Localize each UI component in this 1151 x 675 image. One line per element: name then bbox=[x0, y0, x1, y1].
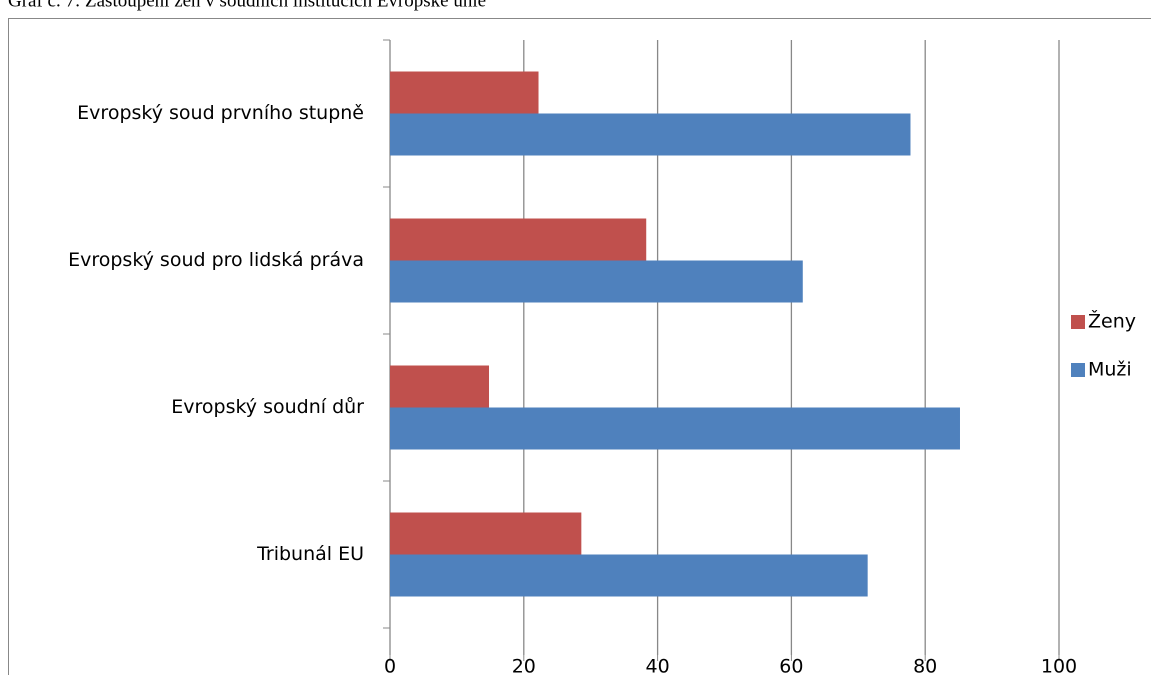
bar bbox=[390, 260, 803, 303]
bar bbox=[390, 407, 960, 450]
chart-frame bbox=[8, 18, 1151, 675]
bar bbox=[390, 218, 647, 261]
bar bbox=[390, 113, 911, 156]
legend-label: Muži bbox=[1088, 359, 1132, 381]
y-tick-label: Evropský soud pro lidská práva bbox=[68, 249, 364, 271]
x-tick-label: 40 bbox=[646, 656, 670, 675]
x-tick-label: 60 bbox=[779, 656, 803, 675]
x-tick-label: 100 bbox=[1041, 656, 1077, 675]
x-tick-label: 0 bbox=[384, 656, 396, 675]
y-tick-label: Tribunál EU bbox=[256, 543, 364, 565]
x-tick-label: 20 bbox=[512, 656, 536, 675]
bar bbox=[390, 71, 539, 114]
y-tick-label: Evropský soudní důr bbox=[171, 396, 364, 418]
legend-label: Ženy bbox=[1088, 310, 1136, 333]
legend-swatch bbox=[1071, 315, 1085, 329]
bar bbox=[390, 512, 582, 555]
bar bbox=[390, 554, 868, 597]
bar bbox=[390, 365, 490, 408]
y-tick-label: Evropský soud prvního stupně bbox=[77, 102, 364, 124]
legend-swatch bbox=[1071, 363, 1085, 377]
chart-title: Graf č. 7: Zastoupení žen v soudních ins… bbox=[8, 0, 486, 11]
x-tick-label: 80 bbox=[913, 656, 937, 675]
